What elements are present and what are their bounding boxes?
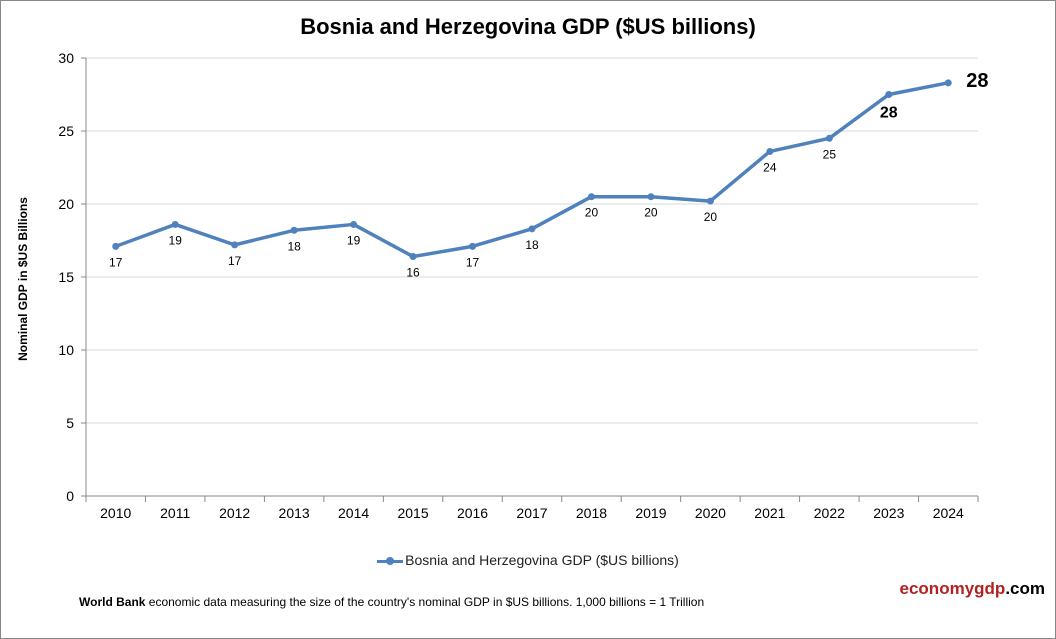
x-tick-label: 2023 bbox=[873, 505, 904, 521]
data-label: 16 bbox=[406, 266, 420, 280]
data-label: 24 bbox=[763, 160, 777, 174]
x-tick-label: 2024 bbox=[933, 505, 964, 521]
data-point bbox=[469, 242, 477, 250]
data-label: 25 bbox=[823, 147, 837, 161]
data-point bbox=[944, 79, 952, 87]
x-tick-label: 2020 bbox=[695, 505, 726, 521]
x-tick-label: 2019 bbox=[635, 505, 666, 521]
data-point bbox=[766, 147, 774, 155]
data-point bbox=[587, 193, 595, 201]
y-tick-label: 0 bbox=[66, 488, 74, 504]
data-point bbox=[112, 242, 120, 250]
legend-swatch bbox=[377, 556, 404, 565]
data-point bbox=[706, 197, 714, 205]
data-label: 18 bbox=[287, 239, 301, 253]
data-label: 28 bbox=[880, 105, 898, 122]
x-tick-label: 2014 bbox=[338, 505, 369, 521]
y-tick-label: 30 bbox=[58, 50, 74, 66]
logo-part2: .com bbox=[1005, 579, 1045, 598]
data-label: 20 bbox=[585, 206, 599, 220]
data-label: 17 bbox=[466, 255, 480, 269]
x-tick-label: 2022 bbox=[814, 505, 845, 521]
data-label: 20 bbox=[704, 210, 718, 224]
footer-text: economic data measuring the size of the … bbox=[145, 595, 705, 609]
y-tick-label: 25 bbox=[58, 123, 74, 139]
data-point bbox=[171, 220, 179, 228]
data-label: 19 bbox=[169, 233, 183, 247]
data-point bbox=[825, 134, 833, 142]
chart-title: Bosnia and Herzegovina GDP ($US billions… bbox=[300, 14, 756, 39]
data-label: 20 bbox=[644, 206, 658, 220]
data-point bbox=[231, 241, 239, 249]
data-label: 19 bbox=[347, 233, 361, 247]
data-point bbox=[528, 225, 536, 233]
y-tick-label: 15 bbox=[58, 269, 74, 285]
x-tick-label: 2015 bbox=[397, 505, 428, 521]
logo[interactable]: economygdp.com bbox=[900, 579, 1045, 599]
data-label: 17 bbox=[228, 254, 242, 268]
x-tick-label: 2012 bbox=[219, 505, 250, 521]
legend-label: Bosnia and Herzegovina GDP ($US billions… bbox=[405, 552, 679, 568]
source-name: World Bank bbox=[79, 595, 146, 609]
x-tick-label: 2017 bbox=[516, 505, 547, 521]
y-tick-label: 20 bbox=[58, 196, 74, 212]
logo-part1: economygdp bbox=[899, 579, 1006, 598]
x-tick-label: 2016 bbox=[457, 505, 488, 521]
legend: Bosnia and Herzegovina GDP ($US billions… bbox=[1, 552, 1055, 568]
footer-note: World Bank economic data measuring the s… bbox=[79, 595, 704, 609]
data-point bbox=[409, 253, 417, 261]
data-label: 28 bbox=[966, 70, 988, 92]
data-point bbox=[290, 226, 298, 234]
data-label: 17 bbox=[109, 255, 123, 269]
y-tick-label: 10 bbox=[58, 342, 74, 358]
x-tick-label: 2011 bbox=[160, 505, 190, 521]
x-tick-label: 2018 bbox=[576, 505, 607, 521]
x-tick-label: 2013 bbox=[279, 505, 310, 521]
x-tick-label: 2021 bbox=[754, 505, 785, 521]
x-tick-label: 2010 bbox=[100, 505, 131, 521]
data-label: 18 bbox=[525, 238, 539, 252]
y-tick-label: 5 bbox=[66, 415, 74, 431]
data-point bbox=[647, 193, 655, 201]
data-point bbox=[885, 91, 893, 98]
data-point bbox=[350, 220, 358, 228]
